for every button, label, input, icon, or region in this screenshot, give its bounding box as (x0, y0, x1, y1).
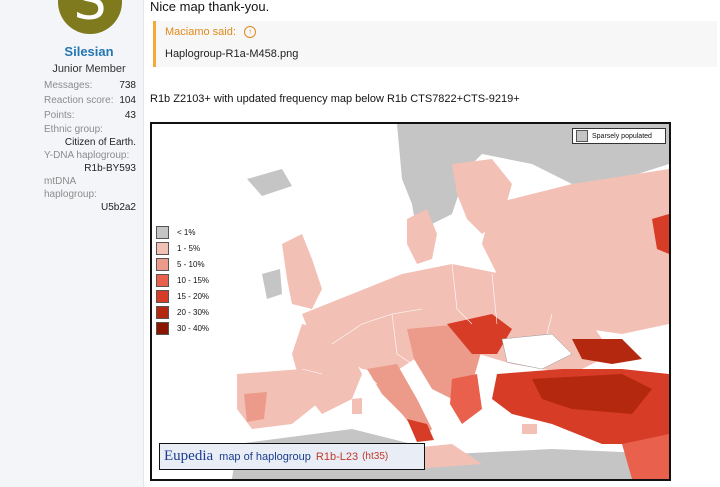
post-text-2: R1b Z2103+ with updated frequency map be… (150, 93, 520, 105)
map-land (232, 124, 669, 479)
banner-text: map of haplogroup (219, 450, 311, 463)
user-title: Junior Member (52, 63, 126, 75)
stat-points: Points: 43 (44, 108, 136, 123)
stat-reaction-score: Reaction score: 104 (44, 93, 136, 108)
map-legend: < 1% 1 - 5% 5 - 10% 10 - 15% 15 - 20% 20… (156, 224, 226, 336)
stat-value: 43 (124, 110, 136, 121)
legend-swatch (156, 225, 169, 239)
mtdna-value: U5b2a2 (100, 202, 136, 213)
legend-item: 10 - 15% (156, 272, 226, 288)
haplogroup-map-image[interactable]: Sparsely populated < 1% 1 - 5% 5 - 10% 1… (150, 122, 671, 481)
banner-alt-name: (ht35) (362, 451, 389, 462)
post-content: Nice map thank-you. Maciamo said: ↑ Hapl… (143, 0, 720, 487)
mtdna-label-2: haplogroup: (44, 189, 97, 200)
sparse-label: Sparsely populated (592, 133, 652, 140)
legend-label: 20 - 30% (177, 307, 210, 317)
user-sidebar: S Silesian Junior Member Messages: 738 R… (0, 0, 144, 487)
quote-author[interactable]: Maciamo said: ↑ (165, 26, 256, 39)
legend-swatch (156, 257, 169, 271)
legend-swatch (156, 305, 169, 319)
jump-to-quote-icon[interactable]: ↑ (243, 26, 256, 39)
post-text: Nice map thank-you. (150, 0, 270, 14)
quote-author-label[interactable]: Maciamo said: (165, 26, 236, 38)
legend-label: < 1% (177, 227, 196, 237)
legend-swatch (156, 241, 169, 255)
legend-swatch (156, 289, 169, 303)
stat-label: Reaction score: (44, 95, 114, 106)
legend-label: 10 - 15% (177, 275, 210, 285)
mtdna-label: mtDNA (44, 176, 77, 187)
legend-item: < 1% (156, 224, 226, 240)
legend-label: 1 - 5% (177, 243, 201, 253)
username-link[interactable]: Silesian (64, 44, 114, 59)
ydna-value: R1b-BY593 (84, 163, 136, 174)
stat-value: 738 (119, 80, 136, 91)
legend-item: 30 - 40% (156, 320, 226, 336)
legend-item: 15 - 20% (156, 288, 226, 304)
stat-value: 104 (119, 95, 136, 106)
legend-swatch (156, 321, 169, 335)
ethnic-group-label: Ethnic group: (44, 124, 103, 135)
legend-item: 1 - 5% (156, 240, 226, 256)
quote-block: Maciamo said: ↑ Haplogroup-R1a-M458.png (153, 21, 717, 67)
legend-swatch (156, 273, 169, 287)
sparsely-populated-key: Sparsely populated (572, 128, 666, 144)
map-title-banner: Eupedia map of haplogroup R1b-L23 (ht35) (159, 443, 425, 470)
legend-label: 30 - 40% (177, 323, 210, 333)
stat-label: Messages: (44, 80, 93, 91)
stat-label: Points: (44, 110, 75, 121)
ydna-label: Y-DNA haplogroup: (44, 150, 130, 161)
legend-item: 20 - 30% (156, 304, 226, 320)
legend-item: 5 - 10% (156, 256, 226, 272)
ethnic-group-value: Citizen of Earth. (64, 137, 136, 148)
stat-messages: Messages: 738 (44, 78, 136, 93)
legend-label: 5 - 10% (177, 259, 205, 269)
avatar[interactable]: S (58, 0, 122, 34)
border-lines (301, 263, 553, 385)
europe-map (232, 124, 669, 479)
eupedia-logo: Eupedia (164, 448, 214, 464)
legend-swatch (576, 130, 588, 143)
legend-label: 15 - 20% (177, 291, 210, 301)
banner-haplogroup: R1b-L23 (315, 450, 359, 463)
quote-body: Haplogroup-R1a-M458.png (165, 48, 299, 60)
user-stats: Messages: 738 Reaction score: 104 Points… (44, 78, 136, 214)
